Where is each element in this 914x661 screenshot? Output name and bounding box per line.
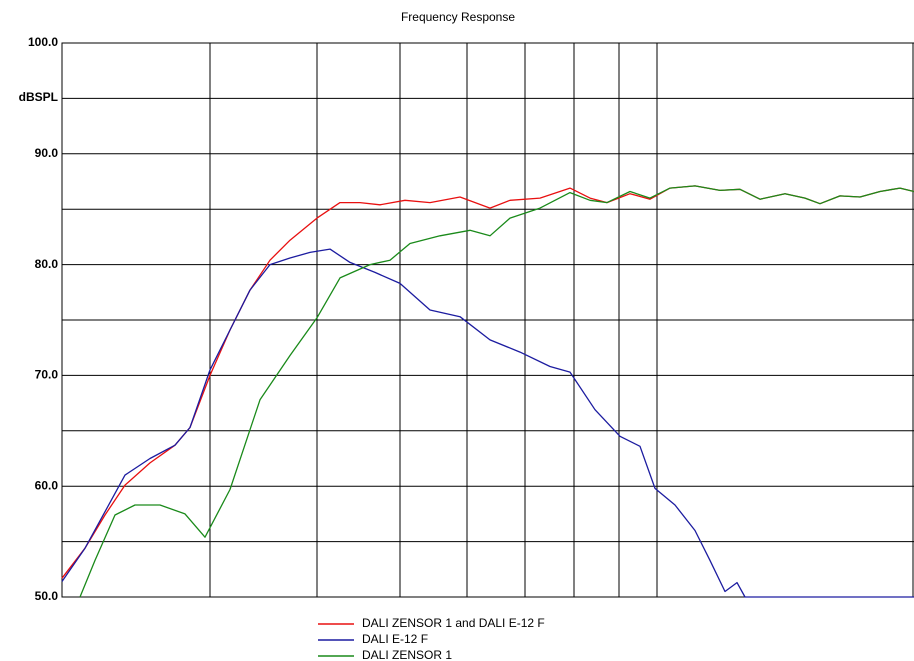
- y-tick-label: 90.0: [35, 146, 59, 160]
- series-line: [61, 248, 914, 598]
- plot-frame: [61, 42, 914, 598]
- series-line: [79, 185, 914, 598]
- legend-label: DALI ZENSOR 1: [362, 648, 452, 661]
- chart-title: Frequency Response: [401, 10, 515, 24]
- y-tick-label: 60.0: [35, 478, 59, 492]
- y-tick-label: 80.0: [35, 257, 59, 271]
- y-tick-label: 100.0: [28, 35, 58, 49]
- legend-label: DALI ZENSOR 1 and DALI E-12 F: [362, 616, 545, 630]
- y-tick-label: 50.0: [35, 589, 59, 603]
- y-axis-label: dBSPL: [19, 90, 58, 104]
- y-tick-label: 70.0: [35, 368, 59, 382]
- legend-label: DALI E-12 F: [362, 632, 428, 646]
